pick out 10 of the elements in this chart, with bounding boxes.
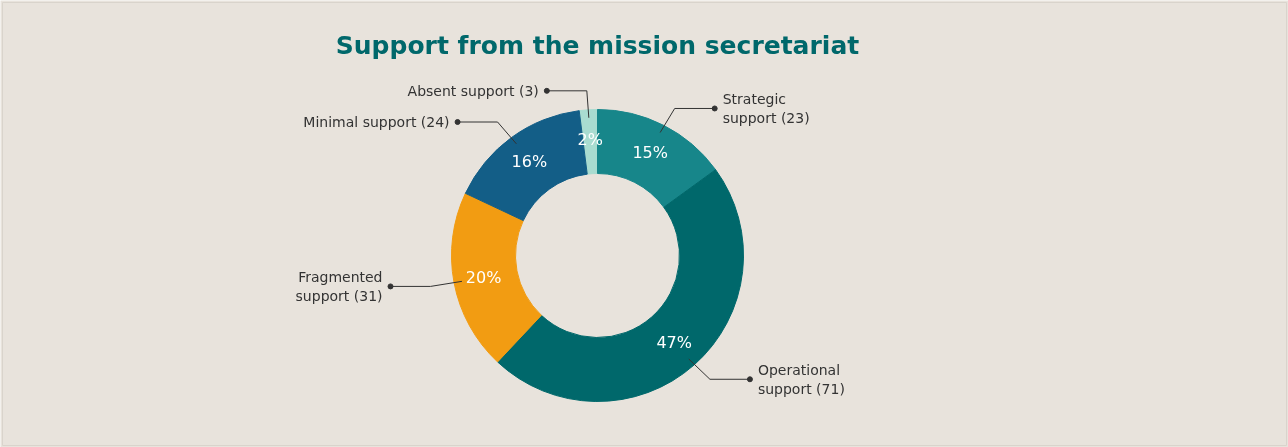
slice-label: Minimal support (24) bbox=[303, 114, 450, 131]
slice-label: Operational support (71) bbox=[757, 361, 845, 397]
chart-title: Support from the mission secretariat bbox=[335, 31, 860, 60]
data-label: 20% bbox=[465, 267, 502, 287]
slice-label: Absent support (3) bbox=[407, 82, 539, 99]
slice-label: Fragmented support (31) bbox=[295, 268, 383, 305]
data-label: 16% bbox=[511, 152, 548, 172]
slice-label: Strategic support (23) bbox=[722, 90, 810, 127]
data-label: 47% bbox=[656, 333, 692, 353]
data-label: 15% bbox=[632, 142, 668, 162]
